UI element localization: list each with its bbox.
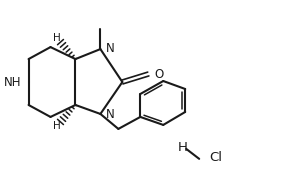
Text: H: H	[177, 141, 187, 154]
Text: Cl: Cl	[209, 151, 222, 164]
Text: H: H	[53, 33, 60, 43]
Text: H: H	[53, 121, 60, 131]
Text: O: O	[154, 68, 164, 81]
Text: N: N	[105, 42, 114, 55]
Text: N: N	[105, 109, 114, 121]
Text: NH: NH	[4, 76, 22, 88]
